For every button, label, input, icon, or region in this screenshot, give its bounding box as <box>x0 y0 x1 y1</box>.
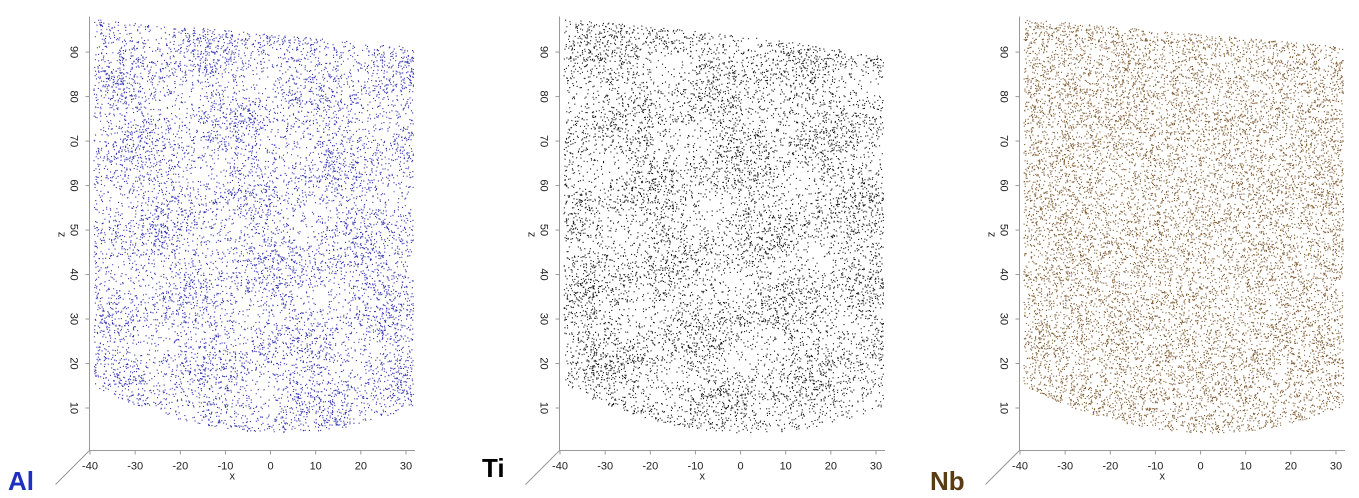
y-axis-label: z <box>526 232 538 238</box>
y-tick-label: 60 <box>998 179 1010 191</box>
point-cloud <box>1023 19 1345 434</box>
y-tick-label: 70 <box>998 135 1010 147</box>
y-tick-label: 70 <box>538 135 550 147</box>
y-tick-label: 20 <box>998 357 1010 369</box>
y-tick-label: 50 <box>538 224 550 236</box>
x-tick-label: 30 <box>1330 460 1342 472</box>
x-tick-label: 10 <box>780 460 792 472</box>
x-tick-label: 0 <box>1197 460 1203 472</box>
y-tick-label: 40 <box>998 268 1010 280</box>
y-tick-label: 60 <box>538 179 550 191</box>
y-axis-label: z <box>986 232 998 238</box>
y-tick-label: 40 <box>538 268 550 280</box>
depth-axis <box>55 450 90 485</box>
x-tick-label: -40 <box>1012 460 1028 472</box>
x-tick-label: -20 <box>642 460 658 472</box>
x-axis-label: x <box>230 470 236 482</box>
x-tick-label: 10 <box>310 460 322 472</box>
depth-axis <box>525 450 560 485</box>
x-tick-label: -40 <box>82 460 98 472</box>
y-tick-label: 60 <box>68 179 80 191</box>
depth-axis <box>985 450 1020 485</box>
y-tick-label: 10 <box>68 402 80 414</box>
y-tick-label: 20 <box>68 357 80 369</box>
x-tick-label: -10 <box>1147 460 1163 472</box>
panel-title: Ti <box>482 453 505 483</box>
x-tick-label: -10 <box>687 460 703 472</box>
y-tick-label: 90 <box>68 46 80 58</box>
x-tick-label: -30 <box>127 460 143 472</box>
panel-title: Al <box>8 466 34 496</box>
x-tick-label: 0 <box>737 460 743 472</box>
x-tick-label: 20 <box>825 460 837 472</box>
y-tick-label: 70 <box>68 135 80 147</box>
y-axis-label: z <box>56 232 68 238</box>
x-tick-label: 30 <box>870 460 882 472</box>
x-tick-label: -20 <box>1102 460 1118 472</box>
y-tick-label: 80 <box>68 90 80 102</box>
panel-title: Nb <box>930 466 965 496</box>
y-tick-label: 10 <box>538 402 550 414</box>
y-tick-label: 30 <box>68 313 80 325</box>
x-tick-label: 20 <box>355 460 367 472</box>
x-axis-label: x <box>700 470 706 482</box>
y-tick-label: 30 <box>998 313 1010 325</box>
x-tick-label: 0 <box>267 460 273 472</box>
y-tick-label: 10 <box>998 402 1010 414</box>
y-tick-label: 30 <box>538 313 550 325</box>
point-cloud <box>93 19 415 433</box>
y-tick-label: 90 <box>998 46 1010 58</box>
y-tick-label: 40 <box>68 268 80 280</box>
x-tick-label: -20 <box>172 460 188 472</box>
x-tick-label: -10 <box>217 460 233 472</box>
y-tick-label: 50 <box>998 224 1010 236</box>
x-tick-label: 20 <box>1285 460 1297 472</box>
x-tick-label: -30 <box>1057 460 1073 472</box>
y-tick-label: 80 <box>998 90 1010 102</box>
y-tick-label: 50 <box>68 224 80 236</box>
y-tick-label: 20 <box>538 357 550 369</box>
x-tick-label: 10 <box>1240 460 1252 472</box>
x-tick-label: -40 <box>552 460 568 472</box>
x-tick-label: -30 <box>597 460 613 472</box>
x-tick-label: 30 <box>400 460 412 472</box>
point-cloud <box>563 19 885 434</box>
y-tick-label: 80 <box>538 90 550 102</box>
y-tick-label: 90 <box>538 46 550 58</box>
x-axis-label: x <box>1160 470 1166 482</box>
